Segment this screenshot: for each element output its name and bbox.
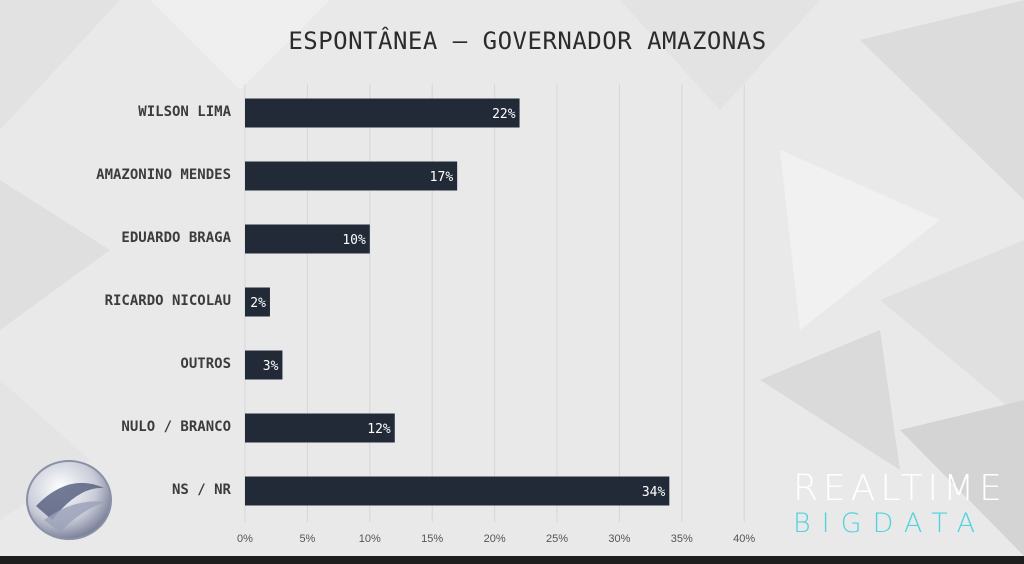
x-tick-label: 20% — [484, 533, 506, 545]
bar-value-label: 2% — [250, 296, 266, 311]
bar-value-label: 12% — [367, 422, 391, 437]
x-tick-label: 40% — [733, 533, 755, 545]
category-label: NS / NR — [171, 482, 231, 498]
x-tick-label: 0% — [237, 533, 253, 545]
bar — [245, 98, 520, 128]
bar-value-label: 22% — [492, 107, 516, 122]
x-tick-label: 35% — [671, 533, 693, 545]
x-tick-label: 10% — [359, 533, 381, 545]
bar — [245, 161, 458, 191]
x-tick-label: 15% — [421, 533, 443, 545]
bar — [245, 476, 670, 506]
bar-value-label: 17% — [430, 170, 454, 185]
brand-realtime: REALTIME — [793, 468, 1007, 509]
bar-value-label: 10% — [342, 233, 366, 248]
bar — [245, 224, 370, 254]
bar — [245, 287, 270, 317]
bar — [245, 350, 283, 380]
bar-value-label: 3% — [263, 359, 279, 374]
category-label: EDUARDO BRAGA — [121, 230, 231, 246]
category-label: OUTROS — [180, 356, 231, 372]
category-label: RICARDO NICOLAU — [104, 293, 231, 309]
record-logo-icon — [24, 458, 114, 542]
category-label: AMAZONINO MENDES — [96, 167, 231, 183]
bar-value-label: 34% — [642, 485, 666, 500]
bar — [245, 413, 395, 443]
x-tick-label: 30% — [608, 533, 630, 545]
x-tick-label: 25% — [546, 533, 568, 545]
bottom-rule — [0, 556, 1024, 564]
category-label: WILSON LIMA — [138, 104, 231, 120]
brand-bigdata: BIGDATA — [793, 508, 987, 539]
x-tick-label: 5% — [299, 533, 315, 545]
category-label: NULO / BRANCO — [121, 419, 231, 435]
chart-title: ESPONTÂNEA – GOVERNADOR AMAZONAS — [288, 27, 767, 55]
